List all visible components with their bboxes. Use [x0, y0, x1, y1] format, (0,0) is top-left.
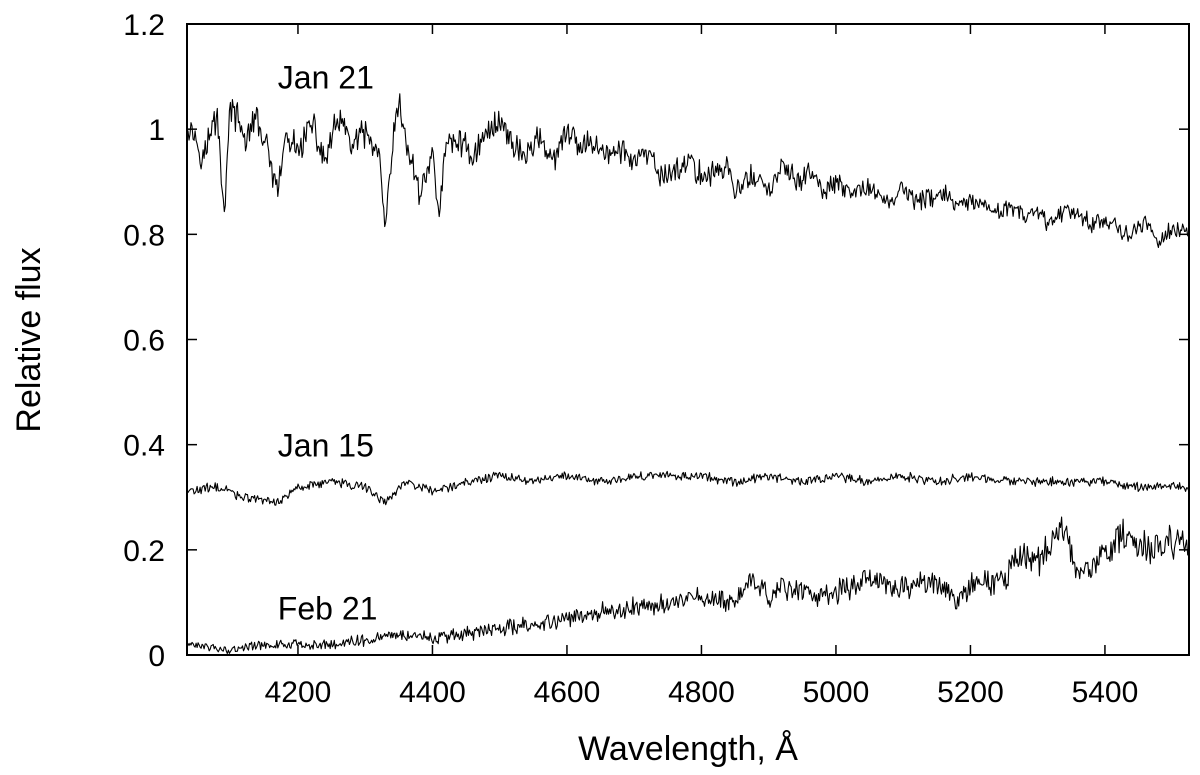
series-line — [186, 470, 1190, 506]
x-tick-label: 4400 — [399, 676, 466, 709]
x-tick-label: 5200 — [937, 676, 1004, 709]
y-axis-label: Relative flux — [10, 247, 48, 432]
ticks-layer: 4200 4400 4600 4800 5000 5200 5400 0 0.2 0.4 0.6 0.… — [123, 9, 1189, 709]
y-tick-label: 0.8 — [123, 219, 165, 252]
series-label: Jan 15 — [278, 428, 374, 464]
y-tick-label: 0.2 — [123, 535, 165, 568]
series-label: Feb 21 — [278, 591, 378, 627]
x-tick-label: 4600 — [534, 676, 601, 709]
series-line — [186, 93, 1190, 249]
x-tick-label: 4800 — [668, 676, 735, 709]
y-tick-label: 1.2 — [123, 9, 165, 42]
x-tick-label: 4200 — [265, 676, 332, 709]
x-tick-label: 5000 — [803, 676, 870, 709]
series-label: Jan 21 — [278, 60, 374, 96]
x-axis-label: Wavelength, Å — [578, 730, 798, 768]
x-tick-label: 5400 — [1072, 676, 1139, 709]
y-tick-label: 1 — [148, 114, 165, 147]
series-layer — [186, 93, 1190, 655]
y-tick-label: 0.6 — [123, 325, 165, 358]
y-tick-label: 0.4 — [123, 430, 165, 463]
series-labels-layer: Jan 21 Jan 15 Feb 21 — [278, 60, 378, 627]
y-tick-label: 0 — [148, 640, 165, 673]
series-line — [186, 516, 1190, 655]
